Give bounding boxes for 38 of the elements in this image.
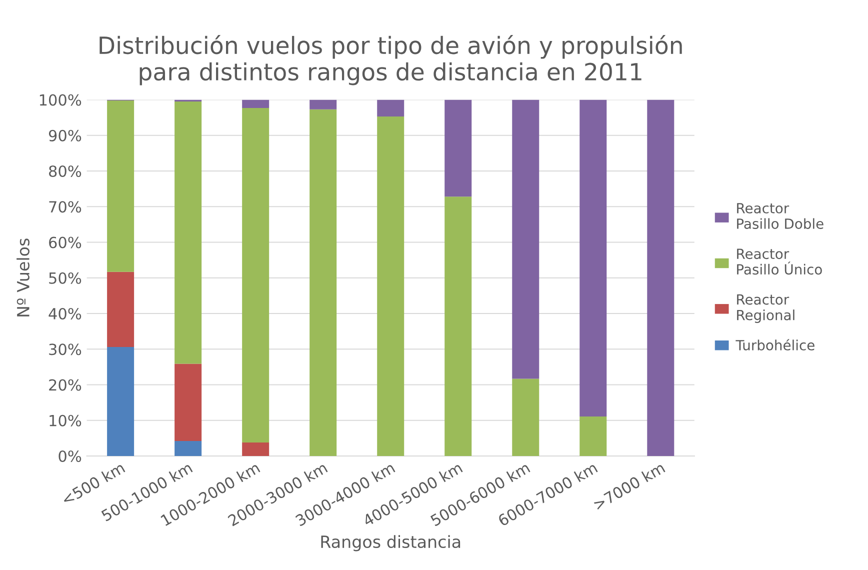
bar	[580, 416, 607, 456]
bar	[107, 272, 134, 347]
bar	[444, 196, 472, 456]
legend-label: Turbohélice	[736, 339, 814, 350]
bar	[242, 442, 270, 456]
y-tick-label: 90%	[48, 130, 82, 142]
bar	[107, 100, 134, 272]
bar	[444, 100, 472, 197]
y-tick-label: 80%	[49, 165, 82, 178]
y-tick-label: 50%	[49, 272, 82, 284]
bar	[310, 109, 337, 456]
y-tick-label: 30%	[49, 344, 82, 356]
bar	[242, 108, 270, 442]
x-axis-title: Rangos distancia	[321, 535, 460, 552]
bar	[512, 378, 540, 456]
legend-label: Reactor Pasillo Doble	[737, 203, 824, 229]
bar	[377, 116, 404, 456]
y-axis-title: Nº Vuelos	[16, 238, 30, 316]
y-tick-label: 10%	[50, 414, 82, 426]
y-tick-label: 40%	[48, 308, 82, 320]
bar	[580, 100, 607, 416]
bar	[107, 346, 134, 456]
y-tick-label: 0%	[58, 450, 82, 462]
y-tick-label: 100%	[40, 94, 82, 106]
bar	[174, 102, 202, 364]
bar	[174, 441, 202, 456]
bar	[242, 100, 270, 108]
chart-title: Distribución vuelos por tipo de avión y propulsión para distintos rangos de distancia en 2011	[100, 34, 682, 86]
y-tick-label: 20%	[49, 379, 82, 391]
y-tick-label: 60%	[49, 236, 82, 248]
bar	[310, 100, 337, 110]
bar	[377, 100, 404, 116]
y-tick-label: 70%	[49, 201, 82, 213]
bar	[174, 364, 202, 442]
bar	[647, 100, 674, 456]
bar	[512, 100, 540, 379]
legend-label: Reactor Pasillo Único	[737, 248, 822, 275]
legend-label: Reactor Regional	[737, 294, 794, 323]
